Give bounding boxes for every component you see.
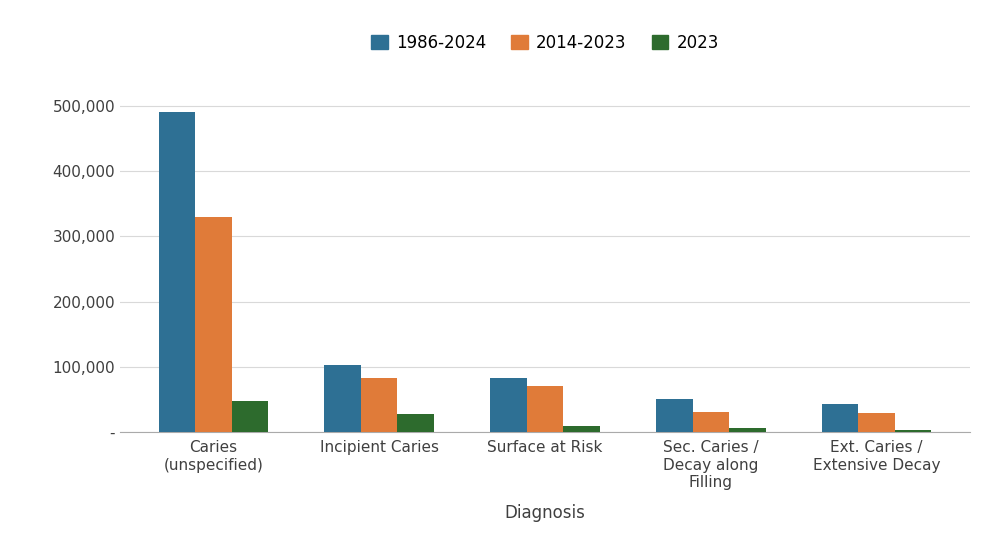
- Bar: [195, 217, 232, 432]
- Bar: [232, 401, 268, 432]
- Bar: [656, 399, 693, 432]
- X-axis label: Diagnosis: Diagnosis: [505, 504, 585, 522]
- Bar: [490, 378, 527, 432]
- Bar: [324, 365, 361, 432]
- Bar: [693, 412, 729, 432]
- Bar: [397, 414, 434, 432]
- Bar: [159, 112, 195, 432]
- Bar: [858, 413, 895, 432]
- Bar: [822, 404, 858, 432]
- Legend: 1986-2024, 2014-2023, 2023: 1986-2024, 2014-2023, 2023: [364, 27, 726, 59]
- Bar: [563, 426, 600, 432]
- Bar: [729, 428, 766, 432]
- Bar: [527, 387, 563, 432]
- Bar: [895, 429, 931, 432]
- Bar: [361, 378, 397, 432]
